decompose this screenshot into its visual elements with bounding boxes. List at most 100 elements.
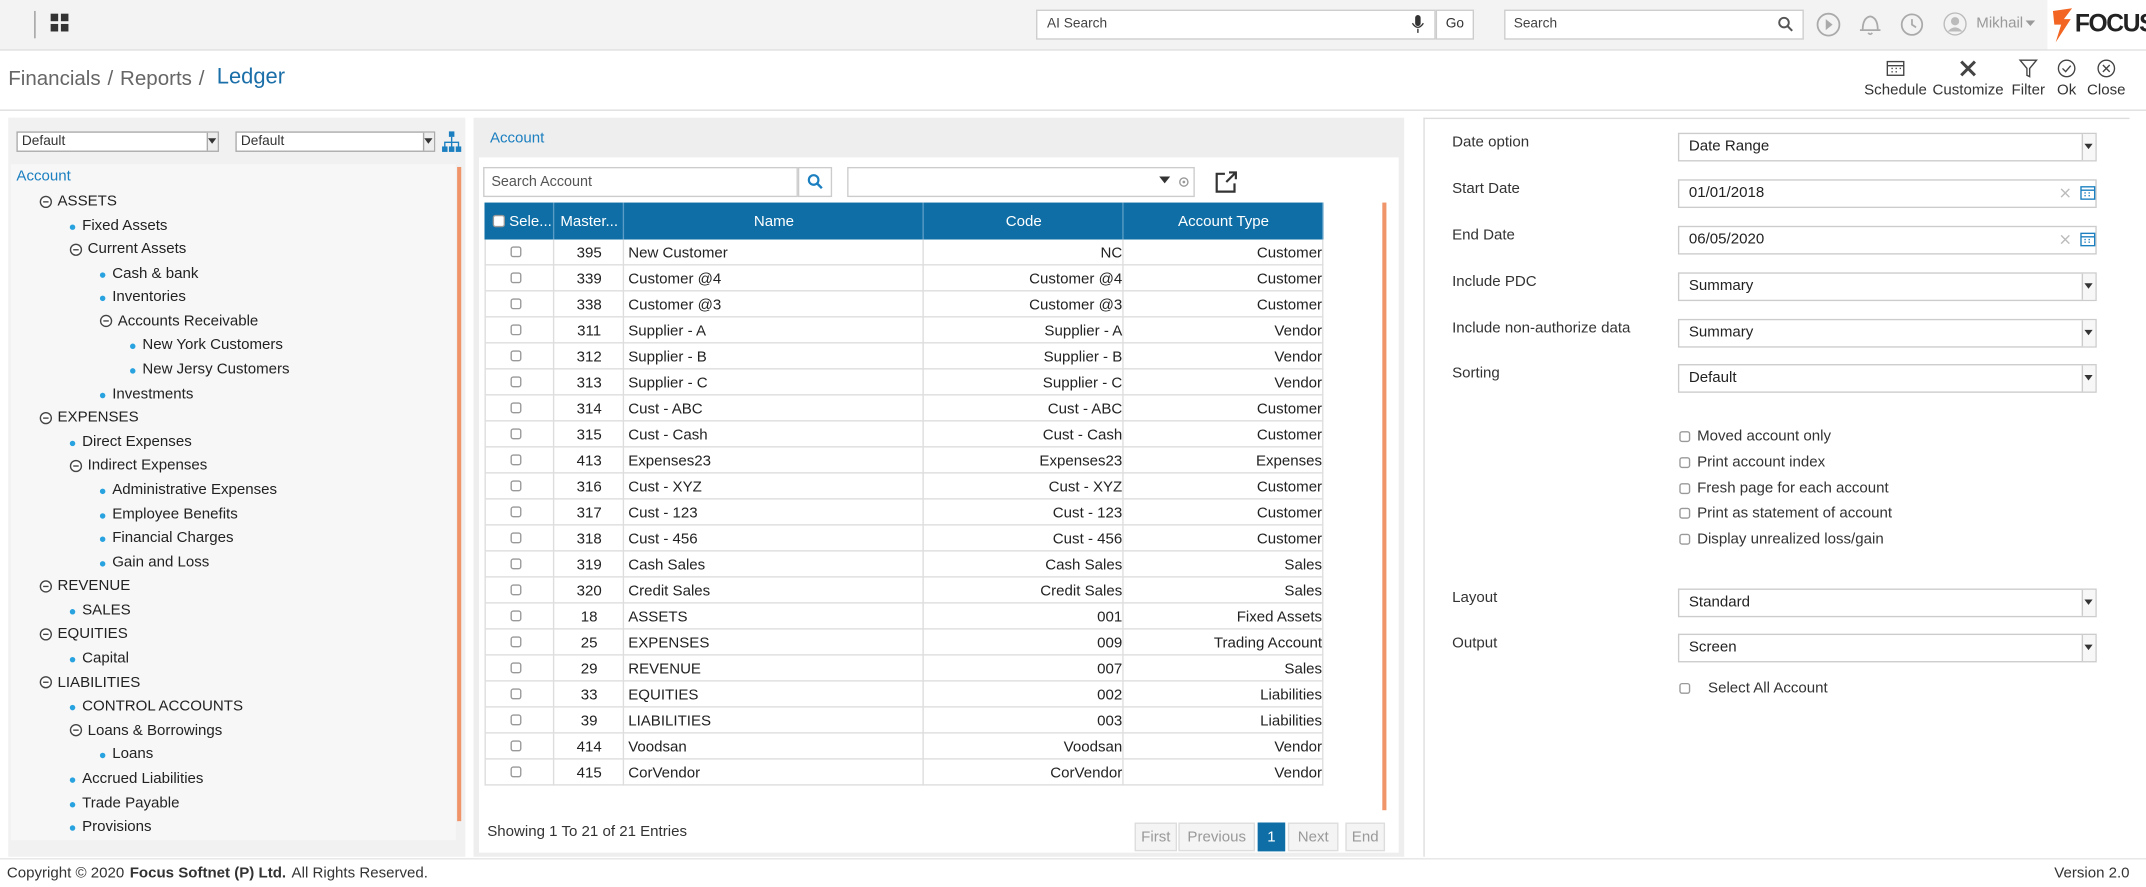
tree-leaf[interactable]: Direct Expenses bbox=[82, 433, 192, 450]
checkbox[interactable] bbox=[510, 610, 522, 622]
collapse-icon[interactable] bbox=[39, 411, 53, 424]
table-row[interactable] bbox=[484, 343, 1324, 370]
table-row[interactable] bbox=[484, 499, 1324, 526]
checkbox[interactable] bbox=[1679, 430, 1691, 442]
tree-leaf[interactable]: New Jersy Customers bbox=[142, 361, 290, 378]
dropdown[interactable] bbox=[235, 131, 436, 152]
checkbox[interactable] bbox=[510, 246, 522, 258]
tree-leaf[interactable]: Investments bbox=[112, 385, 194, 402]
ai-search-box[interactable] bbox=[1036, 9, 1436, 40]
run-icon[interactable] bbox=[1816, 12, 1841, 37]
calendar-icon[interactable] bbox=[2080, 231, 2096, 246]
table-row[interactable] bbox=[484, 421, 1324, 448]
toolbar-icon[interactable] bbox=[1958, 59, 1977, 78]
checkbox[interactable] bbox=[1679, 682, 1691, 694]
history-icon[interactable] bbox=[1900, 12, 1925, 37]
checkbox-label[interactable]: Display unrealized loss/gain bbox=[1697, 531, 1884, 548]
table-row[interactable] bbox=[484, 603, 1324, 630]
tree-group[interactable]: Current Assets bbox=[87, 241, 187, 258]
collapse-icon[interactable] bbox=[69, 724, 83, 737]
hierarchy-icon[interactable] bbox=[442, 131, 462, 152]
tree-leaf[interactable]: Accrued Liabilities bbox=[82, 770, 204, 787]
table-row[interactable] bbox=[484, 733, 1324, 760]
checkbox[interactable] bbox=[510, 636, 522, 648]
table-row[interactable] bbox=[484, 759, 1324, 786]
checkbox[interactable] bbox=[510, 766, 522, 778]
pager-button[interactable] bbox=[1257, 822, 1286, 852]
table-row[interactable] bbox=[484, 239, 1324, 266]
checkbox[interactable] bbox=[510, 688, 522, 700]
checkbox[interactable] bbox=[510, 662, 522, 674]
column-header[interactable]: Sele... bbox=[509, 213, 552, 230]
column-header[interactable]: Account Type bbox=[1178, 213, 1270, 230]
checkbox[interactable] bbox=[1679, 456, 1691, 468]
table-row[interactable] bbox=[484, 551, 1324, 578]
table-row[interactable] bbox=[484, 473, 1324, 500]
tree-root[interactable]: Account bbox=[16, 168, 71, 185]
tree-leaf[interactable]: Inventories bbox=[112, 289, 186, 306]
table-row[interactable] bbox=[484, 681, 1324, 708]
breadcrumb-link[interactable]: Reports bbox=[120, 66, 192, 90]
calendar-icon[interactable] bbox=[2080, 184, 2096, 200]
tree-leaf[interactable]: SALES bbox=[82, 602, 131, 619]
tree-group[interactable]: ASSETS bbox=[57, 192, 117, 210]
collapse-icon[interactable] bbox=[99, 315, 113, 328]
export-icon[interactable] bbox=[1215, 171, 1237, 193]
pager-button[interactable] bbox=[1134, 822, 1178, 852]
go-button[interactable]: Go bbox=[1435, 9, 1475, 40]
tree-leaf[interactable]: Trade Payable bbox=[82, 794, 180, 811]
select[interactable] bbox=[1677, 363, 2097, 393]
checkbox[interactable] bbox=[510, 350, 522, 362]
column-header[interactable]: Master... bbox=[560, 213, 619, 230]
checkbox[interactable] bbox=[1679, 482, 1691, 494]
pager-label[interactable]: 1 bbox=[1267, 828, 1276, 846]
pager-label[interactable]: First bbox=[1141, 828, 1171, 846]
table-row[interactable] bbox=[484, 655, 1324, 682]
checkbox-label[interactable]: Select All Account bbox=[1708, 680, 1828, 697]
toolbar-label[interactable]: Close bbox=[2087, 82, 2126, 99]
pager-label[interactable]: Previous bbox=[1187, 828, 1246, 846]
search-account-input[interactable] bbox=[483, 166, 798, 198]
notifications-icon[interactable] bbox=[1859, 12, 1882, 37]
clear-icon[interactable] bbox=[2060, 234, 2070, 244]
date-input[interactable] bbox=[1677, 225, 2097, 254]
tree-leaf[interactable]: Loans bbox=[112, 746, 154, 763]
checkbox[interactable] bbox=[510, 272, 522, 284]
select[interactable] bbox=[1677, 587, 2097, 617]
checkbox[interactable] bbox=[510, 454, 522, 466]
checkbox[interactable] bbox=[510, 324, 522, 336]
table-row[interactable] bbox=[484, 317, 1324, 344]
column-header[interactable]: Code bbox=[1005, 213, 1042, 230]
checkbox[interactable] bbox=[510, 714, 522, 726]
select[interactable] bbox=[1677, 271, 2097, 301]
checkbox[interactable] bbox=[510, 584, 522, 596]
table-row[interactable] bbox=[484, 369, 1324, 396]
tree-leaf[interactable]: Cash & bank bbox=[112, 265, 199, 282]
checkbox[interactable] bbox=[510, 298, 522, 310]
pager-label[interactable]: Next bbox=[1297, 828, 1329, 846]
toolbar-icon[interactable] bbox=[1886, 59, 1905, 78]
pager-label[interactable]: End bbox=[1351, 828, 1379, 846]
collapse-icon[interactable] bbox=[69, 459, 83, 473]
checkbox[interactable] bbox=[510, 376, 522, 388]
tree-group[interactable]: Accounts Receivable bbox=[117, 313, 259, 330]
tree-group[interactable]: Loans & Borrowings bbox=[87, 722, 223, 739]
tree-group[interactable]: REVENUE bbox=[57, 577, 131, 595]
checkbox[interactable] bbox=[492, 214, 506, 228]
avatar-icon[interactable] bbox=[1943, 12, 1967, 36]
checkbox[interactable] bbox=[1679, 533, 1691, 545]
toolbar-icon[interactable] bbox=[2018, 59, 2038, 78]
checkbox[interactable] bbox=[510, 480, 522, 492]
checkbox[interactable] bbox=[510, 428, 522, 440]
user-name[interactable]: Mikhail bbox=[1976, 15, 2024, 32]
checkbox-label[interactable]: Print account index bbox=[1697, 454, 1826, 471]
table-row[interactable] bbox=[484, 265, 1324, 292]
tree-leaf[interactable]: Financial Charges bbox=[112, 529, 234, 547]
tree-leaf[interactable]: CONTROL ACCOUNTS bbox=[82, 698, 243, 715]
select[interactable] bbox=[1677, 632, 2097, 662]
column-header[interactable]: Name bbox=[753, 213, 795, 230]
tree-leaf[interactable]: Employee Benefits bbox=[112, 505, 238, 523]
table-row[interactable] bbox=[484, 447, 1324, 474]
collapse-icon[interactable] bbox=[39, 676, 53, 689]
tree-group[interactable]: EXPENSES bbox=[57, 409, 139, 426]
